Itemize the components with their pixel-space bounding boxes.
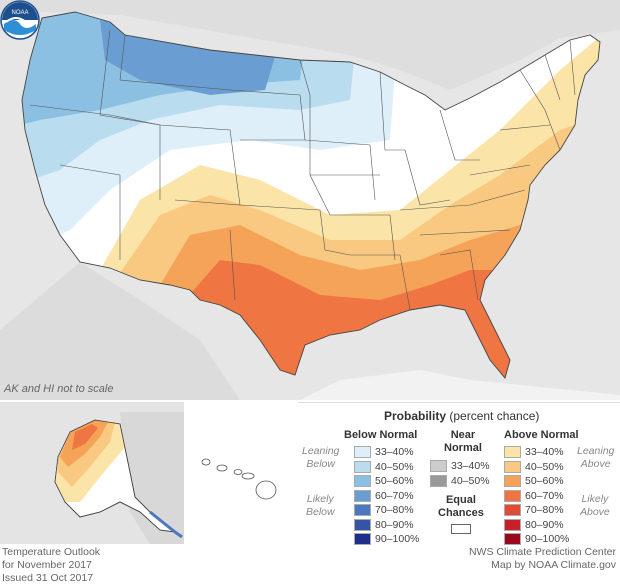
alaska-inset: [0, 402, 184, 544]
alaska-map-svg: [0, 402, 184, 544]
below-normal-row: 60–70%: [354, 490, 414, 503]
above-normal-row: 70–80%: [504, 504, 564, 517]
credit-line1: NWS Climate Prediction Center: [468, 546, 616, 558]
mexico-land: [0, 262, 240, 400]
above-normal-row: 40–50%: [504, 461, 564, 474]
above-normal-row: 50–60%: [504, 475, 564, 488]
below-normal-row: 50–60%: [354, 475, 414, 488]
probability-regions: [22, 12, 600, 378]
leaning-below-label: Leaning Below: [302, 445, 340, 470]
below-normal-swatch: [354, 518, 371, 531]
canada-land-ak: [120, 412, 184, 544]
above-normal-swatch: [504, 533, 521, 546]
above-normal-row: 90–100%: [504, 533, 569, 546]
above-normal-label: 33–40%: [525, 446, 564, 458]
near-normal-row: 33–40%: [430, 460, 490, 473]
outlook-caption: Temperature Outlook for November 2017 Is…: [2, 546, 100, 585]
credit-line2: Map by NOAA Climate.gov: [491, 559, 616, 571]
above-normal-row: 33–40%: [504, 446, 564, 459]
alaska-regions: [54, 419, 183, 539]
near-normal-label: 33–40%: [451, 460, 490, 472]
near-normal-swatch: [430, 460, 447, 473]
legend-title-rest: (percent chance): [446, 409, 540, 423]
likely-above-label: Likely Above: [580, 493, 610, 518]
probability-legend: Probability (percent chance) Below Norma…: [298, 402, 620, 546]
above-normal-swatch: [504, 504, 521, 517]
below-normal-swatch: [354, 504, 371, 517]
near-normal-swatch: [430, 474, 447, 487]
legend-title-bold: Probability: [384, 409, 447, 423]
contiguous-us-map: AK and HI not to scale NOAA: [0, 0, 620, 400]
legend-title: Probability (percent chance): [384, 409, 539, 423]
above-normal-swatch: [504, 489, 521, 502]
scale-note: AK and HI not to scale: [4, 383, 114, 395]
leaning-above-label: Leaning Above: [577, 445, 615, 470]
below-normal-label: 40–50%: [375, 460, 414, 473]
below-normal-header: Below Normal: [344, 429, 418, 441]
noaa-logo-icon: NOAA: [0, 0, 40, 40]
below-normal-row: 90–100%: [354, 533, 419, 546]
above-normal-label: 60–70%: [525, 489, 564, 502]
below-normal-label: 33–40%: [375, 446, 414, 458]
above-normal-row: 60–70%: [504, 490, 564, 503]
equal-chances-label: Equal Chances: [438, 494, 484, 519]
below-normal-label: 60–70%: [375, 489, 414, 502]
hawaii-inset: [186, 402, 296, 544]
above-normal-swatch: [504, 460, 521, 473]
below-normal-label: 80–90%: [375, 518, 414, 531]
above-normal-header: Above Normal: [504, 429, 579, 441]
equal-chances-swatch: [451, 524, 471, 534]
above-normal-swatch: [504, 518, 521, 531]
caption-line1: Temperature Outlook: [2, 546, 101, 558]
below-normal-label: 70–80%: [375, 504, 414, 516]
below-normal-row: 70–80%: [354, 504, 414, 517]
above-normal-label: 50–60%: [525, 475, 564, 487]
above-normal-label: 80–90%: [525, 518, 564, 531]
near-normal-label: 40–50%: [451, 474, 490, 487]
below-normal-label: 50–60%: [375, 475, 414, 487]
near-normal-header: Near Normal: [444, 429, 482, 455]
below-normal-row: 80–90%: [354, 519, 414, 532]
above-normal-swatch: [504, 446, 521, 459]
below-normal-swatch: [354, 446, 371, 459]
near-normal-row: 40–50%: [430, 475, 490, 488]
below-normal-swatch: [354, 460, 371, 473]
likely-below-label: Likely Below: [306, 493, 335, 518]
near-header-line2: Normal: [444, 442, 482, 454]
hawaii-map-svg: [186, 402, 296, 544]
below-normal-row: 40–50%: [354, 461, 414, 474]
below-normal-swatch: [354, 489, 371, 502]
below-normal-label: 90–100%: [375, 533, 420, 545]
caption-line2: for November 2017: [2, 559, 92, 571]
outlook-map-svg: [0, 0, 620, 400]
above-normal-label: 70–80%: [525, 504, 564, 516]
near-header-line1: Near: [450, 429, 476, 441]
canada-land: [0, 0, 620, 90]
below-normal-row: 33–40%: [354, 446, 414, 459]
credit-caption: NWS Climate Prediction Center Map by NOA…: [469, 546, 616, 572]
noaa-logo-text: NOAA: [11, 10, 28, 16]
above-normal-label: 90–100%: [525, 533, 570, 545]
above-normal-row: 80–90%: [504, 519, 564, 532]
state-boundaries: [21, 11, 601, 379]
above-normal-swatch: [504, 475, 521, 488]
hawaii-islands: [201, 458, 277, 500]
above-normal-label: 40–50%: [525, 460, 564, 473]
below-normal-swatch: [354, 475, 371, 488]
caption-line3: Issued 31 Oct 2017: [2, 572, 94, 584]
below-normal-swatch: [354, 533, 371, 546]
gulf-water: [300, 370, 620, 400]
